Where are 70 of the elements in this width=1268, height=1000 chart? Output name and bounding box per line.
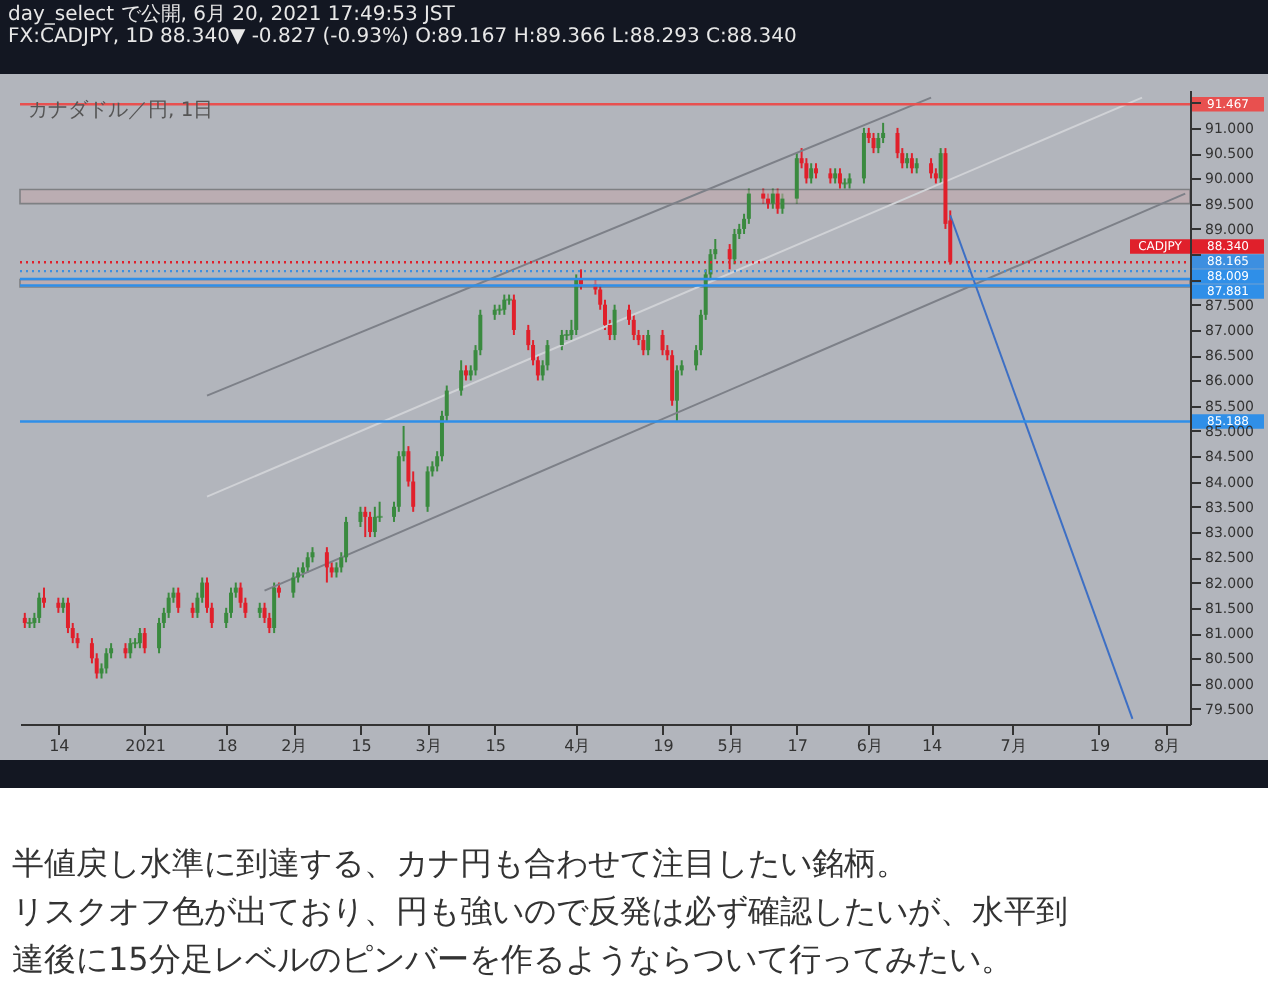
candlestick: [545, 339, 550, 372]
text: リスクオフ色が出ており、円も強いので反発は必ず確認したいが、水平到: [12, 892, 1068, 930]
x-tick-label: 5月: [717, 737, 744, 755]
candlestick: [344, 515, 349, 564]
candlestick: [660, 328, 665, 357]
candlestick: [881, 121, 886, 145]
candlestick: [502, 293, 507, 316]
candlestick: [137, 627, 142, 650]
x-tick-label: 2月: [281, 737, 308, 755]
candlestick: [358, 505, 363, 528]
candlestick: [459, 359, 464, 397]
candlestick: [612, 303, 617, 342]
candlestick: [929, 157, 934, 180]
candlestick: [425, 465, 430, 513]
x-tick-label: 19: [1089, 737, 1111, 755]
candlestick: [909, 152, 914, 175]
candlestick: [305, 551, 310, 574]
x-tick-label: 15: [485, 737, 506, 755]
candlestick: [809, 162, 814, 185]
candlestick: [372, 505, 377, 539]
candlestick: [41, 586, 46, 609]
x-tick-label: 14: [49, 737, 70, 755]
x-tick-label: 19: [653, 737, 674, 755]
candlestick: [157, 616, 162, 655]
candlestick: [267, 611, 272, 635]
candlestick: [770, 187, 775, 210]
candlestick: [324, 546, 329, 584]
candlestick: [37, 591, 42, 624]
candlestick: [732, 227, 737, 266]
candlestick: [876, 131, 881, 155]
x-tick-label: 4月: [564, 737, 591, 755]
candlestick: [775, 187, 780, 215]
candlestick: [631, 313, 636, 342]
candlestick: [646, 328, 651, 357]
candlestick: [794, 152, 799, 205]
candlestick: [128, 637, 133, 660]
x-tick-label: 8月: [1153, 737, 1181, 755]
x-tick-label: 7月: [1000, 737, 1027, 755]
text: 達後に15分足レベルのピンバーを作るようならついて行ってみたい。: [12, 940, 1013, 978]
x-tick-label: 15: [351, 737, 372, 755]
candlestick: [363, 505, 368, 539]
candlestick: [368, 510, 373, 539]
candlestick: [176, 586, 181, 614]
candlestick: [861, 126, 866, 185]
text: FX:CADJPY, 1D 88.340▼ -0.827 (-0.93%) O:89.167 H:89.366 L:88.293 C:88.340: [8, 26, 797, 48]
candlestick: [895, 126, 900, 160]
candlestick: [841, 177, 848, 190]
x-tick-label: 17: [787, 737, 808, 755]
candlestick: [511, 293, 516, 337]
candlestick: [670, 349, 675, 407]
text: 半値戻し水準に到達する、カナ円も合わせて注目したい銘柄。: [12, 844, 908, 882]
candlestick: [674, 364, 679, 422]
candlestick: [780, 192, 785, 215]
text: カナダドル／円, 1日: [28, 98, 214, 122]
x-tick-label: 14: [921, 737, 943, 755]
text: day_select で公開, 6月 20, 2021 17:49:53 JST: [8, 2, 457, 26]
candlestick: [559, 328, 564, 352]
candlestick: [65, 596, 70, 635]
candlestick: [938, 147, 943, 185]
x-tick-label: 18: [217, 737, 238, 755]
candlestick: [871, 131, 876, 155]
candlestick: [272, 581, 277, 635]
candlestick: [837, 167, 842, 190]
candlestick: [291, 571, 296, 599]
candlestick: [142, 627, 147, 655]
candlestick: [104, 647, 109, 675]
x-tick-label: 6月: [856, 737, 883, 755]
candlestick: [641, 334, 646, 357]
x-tick-label: 3月: [415, 737, 442, 755]
x-tick-label: 2021: [125, 737, 167, 755]
